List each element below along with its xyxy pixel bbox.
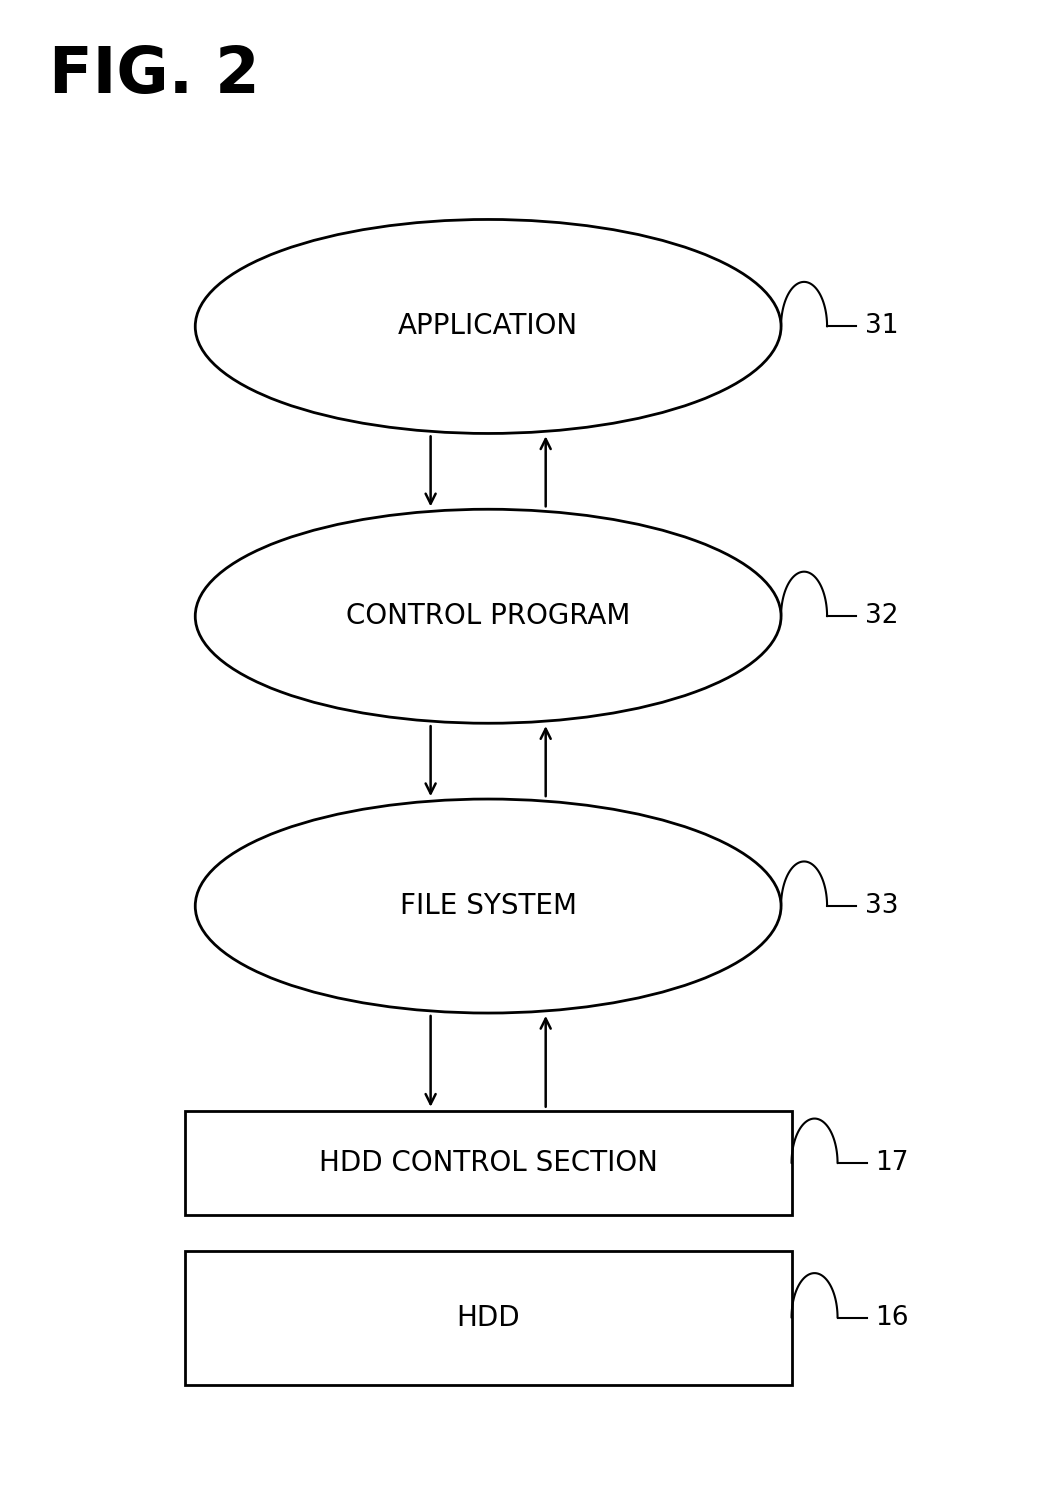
Ellipse shape xyxy=(195,219,781,434)
Text: 31: 31 xyxy=(865,314,898,339)
Ellipse shape xyxy=(195,800,781,1012)
Text: CONTROL PROGRAM: CONTROL PROGRAM xyxy=(346,603,631,630)
Text: 16: 16 xyxy=(876,1305,908,1330)
Text: FILE SYSTEM: FILE SYSTEM xyxy=(400,892,577,920)
Ellipse shape xyxy=(195,510,781,723)
Text: HDD: HDD xyxy=(457,1304,520,1332)
Text: 33: 33 xyxy=(865,892,898,920)
Text: FIG. 2: FIG. 2 xyxy=(49,44,260,106)
Text: 17: 17 xyxy=(876,1150,908,1176)
Bar xyxy=(184,1112,792,1215)
Bar xyxy=(184,1251,792,1384)
Text: 32: 32 xyxy=(865,603,898,630)
Text: HDD CONTROL SECTION: HDD CONTROL SECTION xyxy=(319,1149,657,1178)
Text: APPLICATION: APPLICATION xyxy=(399,312,578,340)
